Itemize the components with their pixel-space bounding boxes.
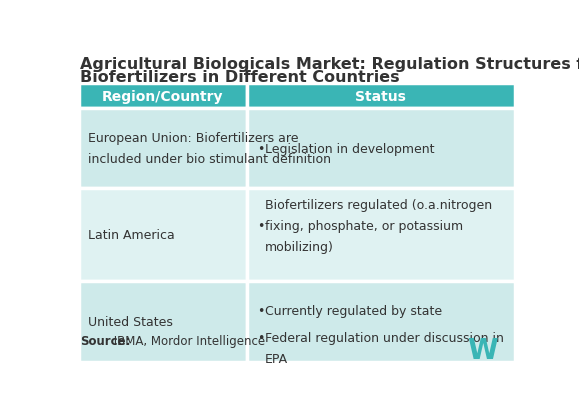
Text: •: •: [258, 219, 265, 232]
Text: Status: Status: [356, 89, 406, 103]
Bar: [79, 281, 247, 362]
Bar: [247, 281, 515, 362]
Bar: [247, 84, 515, 109]
Text: Region/Country: Region/Country: [102, 89, 223, 103]
Text: •: •: [258, 331, 265, 344]
Text: Agricultural Biologicals Market: Regulation Structures for: Agricultural Biologicals Market: Regulat…: [80, 57, 579, 72]
Text: Biofertilizers regulated (o.a.nitrogen
fixing, phosphate, or potassium
mobilizin: Biofertilizers regulated (o.a.nitrogen f…: [265, 198, 492, 253]
Bar: [247, 189, 515, 281]
Text: United States: United States: [88, 315, 173, 328]
Text: Currently regulated by state: Currently regulated by state: [265, 304, 442, 317]
Bar: [79, 109, 247, 189]
Bar: [79, 189, 247, 281]
Text: Source:: Source:: [80, 335, 131, 348]
Text: Biofertilizers in Different Countries: Biofertilizers in Different Countries: [80, 70, 400, 85]
Bar: [79, 84, 247, 109]
Text: Latin America: Latin America: [88, 229, 175, 241]
Bar: [247, 109, 515, 189]
Text: Legislation in development: Legislation in development: [265, 142, 435, 155]
Text: Federal regulation under discussion in
EPA: Federal regulation under discussion in E…: [265, 331, 504, 365]
Text: IBMA, Mordor Intelligence: IBMA, Mordor Intelligence: [109, 335, 265, 348]
Text: European Union: Biofertilizers are
included under bio stimulant definition: European Union: Biofertilizers are inclu…: [88, 132, 331, 166]
Text: W: W: [468, 336, 499, 364]
Text: •: •: [258, 142, 265, 155]
Text: •: •: [258, 304, 265, 317]
